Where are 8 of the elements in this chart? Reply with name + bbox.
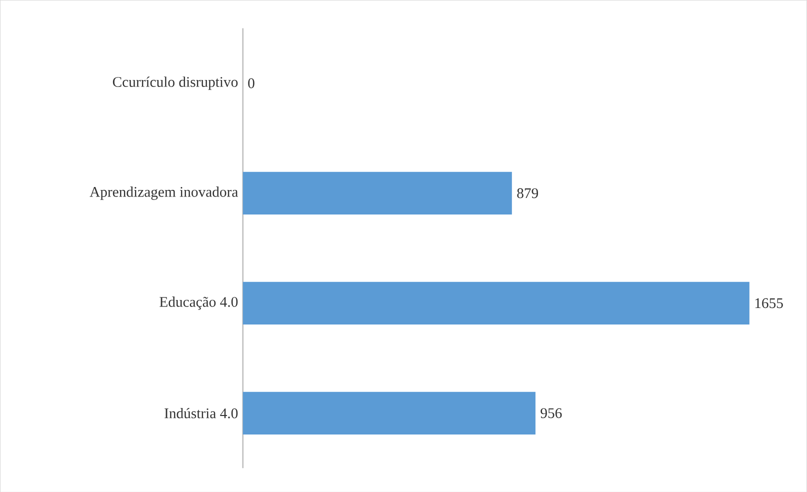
data-label: 0 [248,78,254,88]
y-tick-label: Aprendizagem inovadora [90,186,238,200]
y-tick-label: Educação 4.0 [160,296,238,310]
data-label: 956 [540,408,562,418]
data-label: 879 [517,188,538,198]
y-tick-label: Ccurrículo disruptivo [112,76,238,90]
y-tick-label: Indústria 4.0 [164,408,238,418]
data-label: 1655 [755,298,783,308]
